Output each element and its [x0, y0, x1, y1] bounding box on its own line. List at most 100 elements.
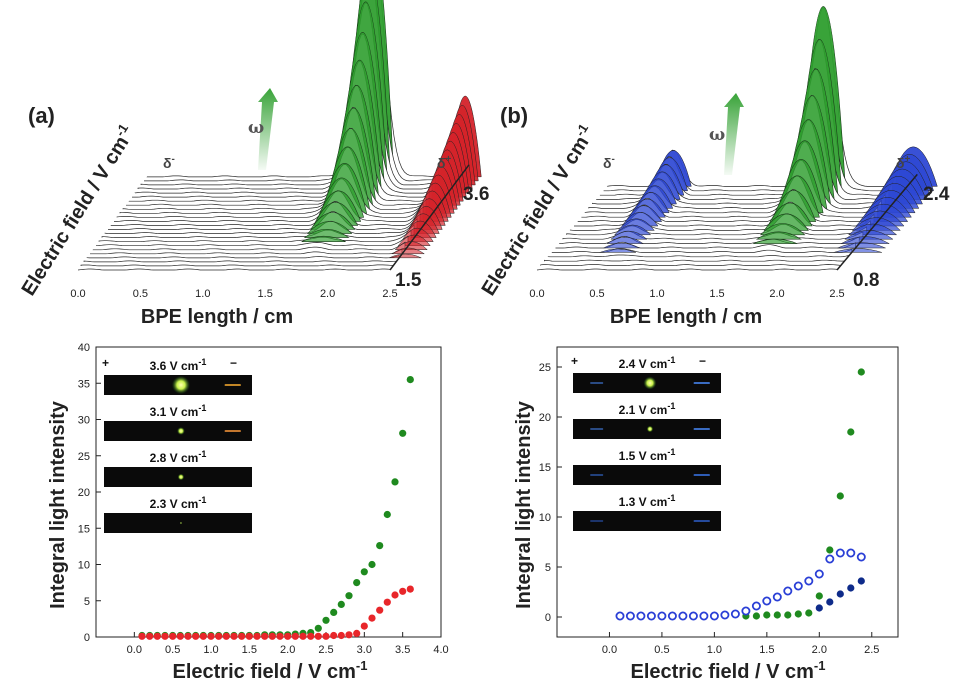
waterfall-xtick: 0.0 [70, 288, 85, 300]
panel-label-a: (a) [28, 103, 55, 128]
data-point-series-2 [751, 601, 761, 611]
waterfall-trace-line [544, 259, 845, 262]
inset-frame-label: 3.6 V cm-1 [150, 357, 207, 373]
data-point-series-1 [161, 632, 169, 640]
waterfall-trace-line [551, 248, 853, 253]
data-point-series-0 [773, 611, 781, 619]
side-peak [389, 253, 422, 259]
omega-arrow-b [724, 93, 744, 175]
green-emission-spot [171, 375, 191, 395]
field-high-a: 3.6 [463, 184, 489, 205]
green-emission-spot [643, 376, 657, 390]
x-tick-label: 1.5 [759, 644, 774, 656]
x-tick-label: 3.5 [395, 644, 410, 656]
plot-frame-b [556, 346, 899, 638]
waterfall-xtick: 1.5 [709, 288, 724, 300]
data-point-series-1 [169, 632, 177, 640]
scatter-a: 0.0 0.5 1.0 1.5 2.0 2.5 3.0 3.5 4.0 0 5 10 15 20 25 30 3… [47, 342, 449, 683]
y-tick-label: 35 [78, 378, 90, 390]
data-point-series-1 [353, 629, 361, 638]
x-tick-label: 0.5 [654, 644, 669, 656]
data-point-series-1 [291, 632, 299, 640]
waterfall-xtick: 1.0 [195, 288, 210, 300]
y-tick-label: 40 [78, 342, 90, 354]
data-point-series-2 [615, 611, 625, 621]
data-point-series-2 [667, 611, 677, 621]
x-tick-label: 2.5 [864, 644, 879, 656]
side-peak [840, 236, 891, 244]
data-point-series-2 [625, 611, 635, 621]
data-point-series-1 [847, 584, 855, 592]
data-point-series-2 [783, 586, 793, 596]
data-point-series-1 [314, 632, 322, 640]
scatter-a-axes: 0.0 0.5 1.0 1.5 2.0 2.5 3.0 3.5 4.0 0 5 10 15 20 25 30 3… [78, 342, 449, 656]
data-point-series-0 [360, 568, 368, 576]
scatter-b-xlabel: Electric field / V cm-1 [631, 658, 826, 683]
y-tick-label: 15 [78, 523, 90, 535]
waterfall-trace-fill [102, 225, 414, 238]
x-tick-label: 1.0 [203, 644, 218, 656]
data-point-series-0 [383, 510, 391, 519]
omega-arrow-shape [724, 93, 744, 175]
data-point-series-0 [322, 616, 330, 624]
omega-arrow-shape [258, 88, 278, 170]
waterfall-b-ylabel: Electric field / V cm-1 [475, 121, 600, 300]
field-low-b: 0.8 [853, 270, 879, 291]
waterfall-xtick: 0.5 [589, 288, 604, 300]
inset-frame [573, 465, 721, 485]
data-point-series-1 [815, 604, 823, 612]
waterfall-xtick: 2.5 [829, 288, 844, 300]
waterfall-trace-line [114, 190, 427, 222]
data-point-series-1 [836, 590, 844, 598]
data-point-series-2 [709, 611, 719, 621]
scatter-b-axes: 0.0 0.5 1.0 1.5 2.0 2.5 0 5 10 15 20 25 [539, 362, 880, 656]
data-point-series-2 [804, 576, 814, 586]
data-point-series-2 [793, 581, 803, 591]
plus-sign: + [102, 356, 109, 370]
y-tick-label: 0 [545, 612, 551, 624]
data-point-series-1 [245, 632, 253, 640]
y-tick-label: 5 [545, 562, 551, 574]
data-point-series-1 [322, 632, 330, 640]
center-peak [755, 231, 802, 240]
data-point-series-2 [762, 596, 772, 606]
minus-sign: − [230, 356, 237, 370]
data-point-series-1 [276, 632, 284, 640]
data-point-series-1 [857, 577, 865, 585]
left-side-peak [606, 236, 644, 244]
waterfall-trace-fill [537, 269, 837, 270]
waterfall-trace-fill [147, 0, 459, 177]
data-point-series-1 [345, 631, 353, 639]
data-point-series-0 [314, 624, 322, 632]
data-point-series-2 [636, 611, 646, 621]
waterfall-trace-line [144, 0, 457, 182]
scatter-b-ylabel: Integral light intensity [513, 400, 535, 609]
data-point-series-1 [261, 632, 269, 640]
data-point-series-1 [337, 631, 345, 640]
waterfall-trace-line [134, 60, 448, 194]
center-peak [753, 238, 798, 244]
waterfall-trace-line [559, 236, 860, 244]
y-tick-label: 0 [84, 632, 90, 644]
data-point-series-1 [230, 632, 238, 640]
data-point-series-1 [268, 632, 276, 640]
inset-b: + − 2.4 V cm-1 2.1 V cm-1 1.5 V cm-1 1.3 V cm… [571, 354, 721, 531]
data-point-series-0 [752, 612, 761, 620]
waterfall-trace-fill [78, 269, 390, 270]
waterfall-trace-line [126, 127, 439, 206]
inset-frame-label: 3.1 V cm-1 [150, 403, 207, 419]
scatter-b: 0.0 0.5 1.0 1.5 2.0 2.5 0 5 10 15 20 25 + − 2.4 V cm-… [513, 346, 899, 683]
y-tick-label: 10 [539, 512, 551, 524]
data-point-series-1 [222, 632, 230, 640]
waterfall-trace-line [137, 33, 451, 190]
inset-frame [104, 513, 252, 533]
delta-plus-label-a: δ+ [437, 154, 452, 171]
waterfall-trace-line [140, 2, 454, 186]
data-point-series-2 [657, 611, 667, 621]
waterfall-trace-line [536, 268, 838, 271]
data-point-series-2 [646, 611, 656, 621]
inset-frame-label: 2.8 V cm-1 [150, 449, 207, 465]
data-point-series-0 [784, 611, 792, 619]
waterfall-trace-fill [141, 3, 453, 185]
